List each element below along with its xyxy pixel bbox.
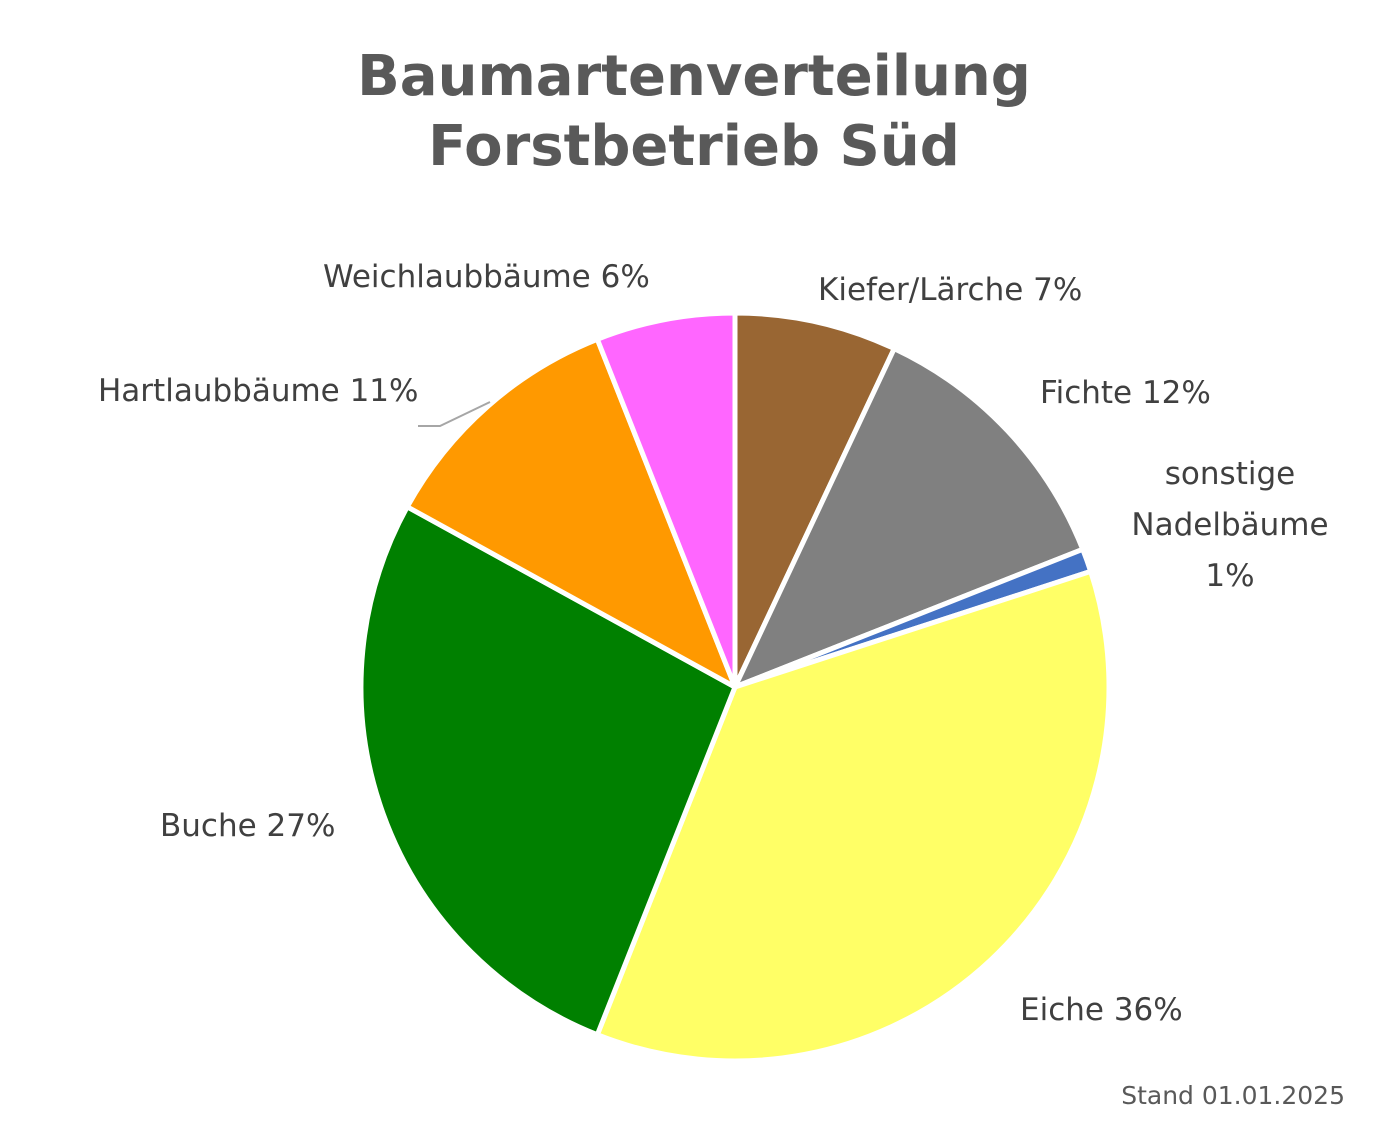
chart-title: Baumartenverteilung bbox=[357, 44, 1031, 109]
slice-label-eiche: Eiche 36% bbox=[1020, 992, 1183, 1028]
slice-label-buche: Buche 27% bbox=[160, 808, 335, 844]
slice-label-fichte: Fichte 12% bbox=[1040, 375, 1211, 411]
slice-label-sonstige-nadelbaeume-line-2: Nadelbäume bbox=[1131, 507, 1328, 543]
pie-slice-eiche bbox=[594, 568, 1112, 1064]
pie-slice-weichlaubbäume bbox=[594, 310, 738, 690]
pie-slices bbox=[358, 310, 1112, 1064]
slice-label-hartlaubbaeume: Hartlaubbäume 11% bbox=[98, 373, 419, 409]
slice-label-weichlaubbaeume: Weichlaubbäume 6% bbox=[323, 259, 650, 295]
pie-slice-kiefer-lärche bbox=[732, 310, 897, 690]
slice-label-kiefer-laerche: Kiefer/Lärche 7% bbox=[818, 272, 1082, 308]
pie-slice-buche bbox=[358, 504, 738, 1038]
pie-slice-hartlaubbäume bbox=[404, 336, 738, 690]
slice-label-sonstige-nadelbaeume-line-3: 1% bbox=[1205, 558, 1254, 594]
slice-label-sonstige-nadelbaeume-line-1: sonstige bbox=[1165, 456, 1295, 492]
pie-slice-fichte bbox=[732, 346, 1086, 690]
hartlaubbaeume-leader-line bbox=[418, 401, 491, 427]
chart-subtitle: Forstbetrieb Süd bbox=[428, 114, 960, 179]
footnote-date: Stand 01.01.2025 bbox=[1121, 1081, 1345, 1110]
